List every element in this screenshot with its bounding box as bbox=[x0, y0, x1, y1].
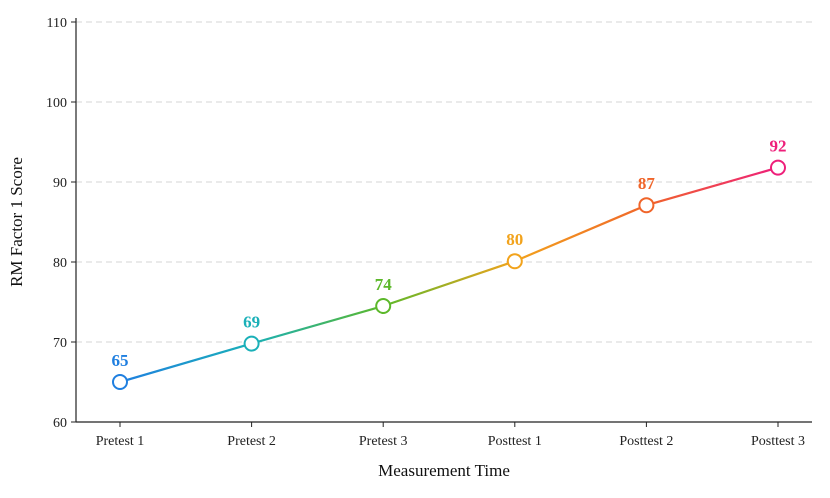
x-tick-label: Posttest 3 bbox=[751, 434, 805, 449]
data-label: 74 bbox=[375, 275, 393, 294]
series-line bbox=[119, 166, 779, 384]
y-tick-label: 100 bbox=[46, 96, 67, 111]
data-point bbox=[506, 253, 523, 270]
x-tick-label: Pretest 2 bbox=[227, 434, 276, 449]
y-tick-label: 110 bbox=[47, 16, 67, 31]
y-tick-label: 60 bbox=[53, 416, 67, 431]
x-tick-label: Posttest 2 bbox=[619, 434, 673, 449]
data-labels: 65 69 74 80 87 92 bbox=[112, 137, 787, 370]
data-point bbox=[770, 159, 786, 176]
data-label: 87 bbox=[638, 174, 656, 193]
data-point bbox=[243, 335, 260, 352]
x-tick-label: Pretest 1 bbox=[96, 434, 145, 449]
x-tick-label: Pretest 3 bbox=[359, 434, 408, 449]
y-axis-title: RM Factor 1 Score bbox=[7, 157, 26, 287]
axes bbox=[75, 18, 812, 423]
x-axis-title: Measurement Time bbox=[378, 461, 510, 480]
data-point bbox=[375, 298, 392, 314]
y-tick-label: 70 bbox=[53, 336, 67, 351]
data-point bbox=[112, 374, 128, 390]
grid-lines bbox=[76, 21, 812, 343]
data-points bbox=[112, 159, 786, 390]
data-label: 65 bbox=[112, 351, 129, 370]
y-axis-ticks: 60 70 80 90 100 110 bbox=[46, 16, 76, 431]
y-tick-label: 80 bbox=[53, 256, 67, 271]
data-label: 92 bbox=[770, 137, 787, 156]
x-tick-label: Posttest 1 bbox=[488, 434, 542, 449]
data-label: 80 bbox=[506, 230, 523, 249]
y-tick-label: 90 bbox=[53, 176, 67, 191]
data-point bbox=[638, 197, 655, 214]
data-label: 69 bbox=[243, 313, 260, 332]
x-axis-ticks: Pretest 1 Pretest 2 Pretest 3 Posttest 1 Pos… bbox=[96, 422, 805, 449]
